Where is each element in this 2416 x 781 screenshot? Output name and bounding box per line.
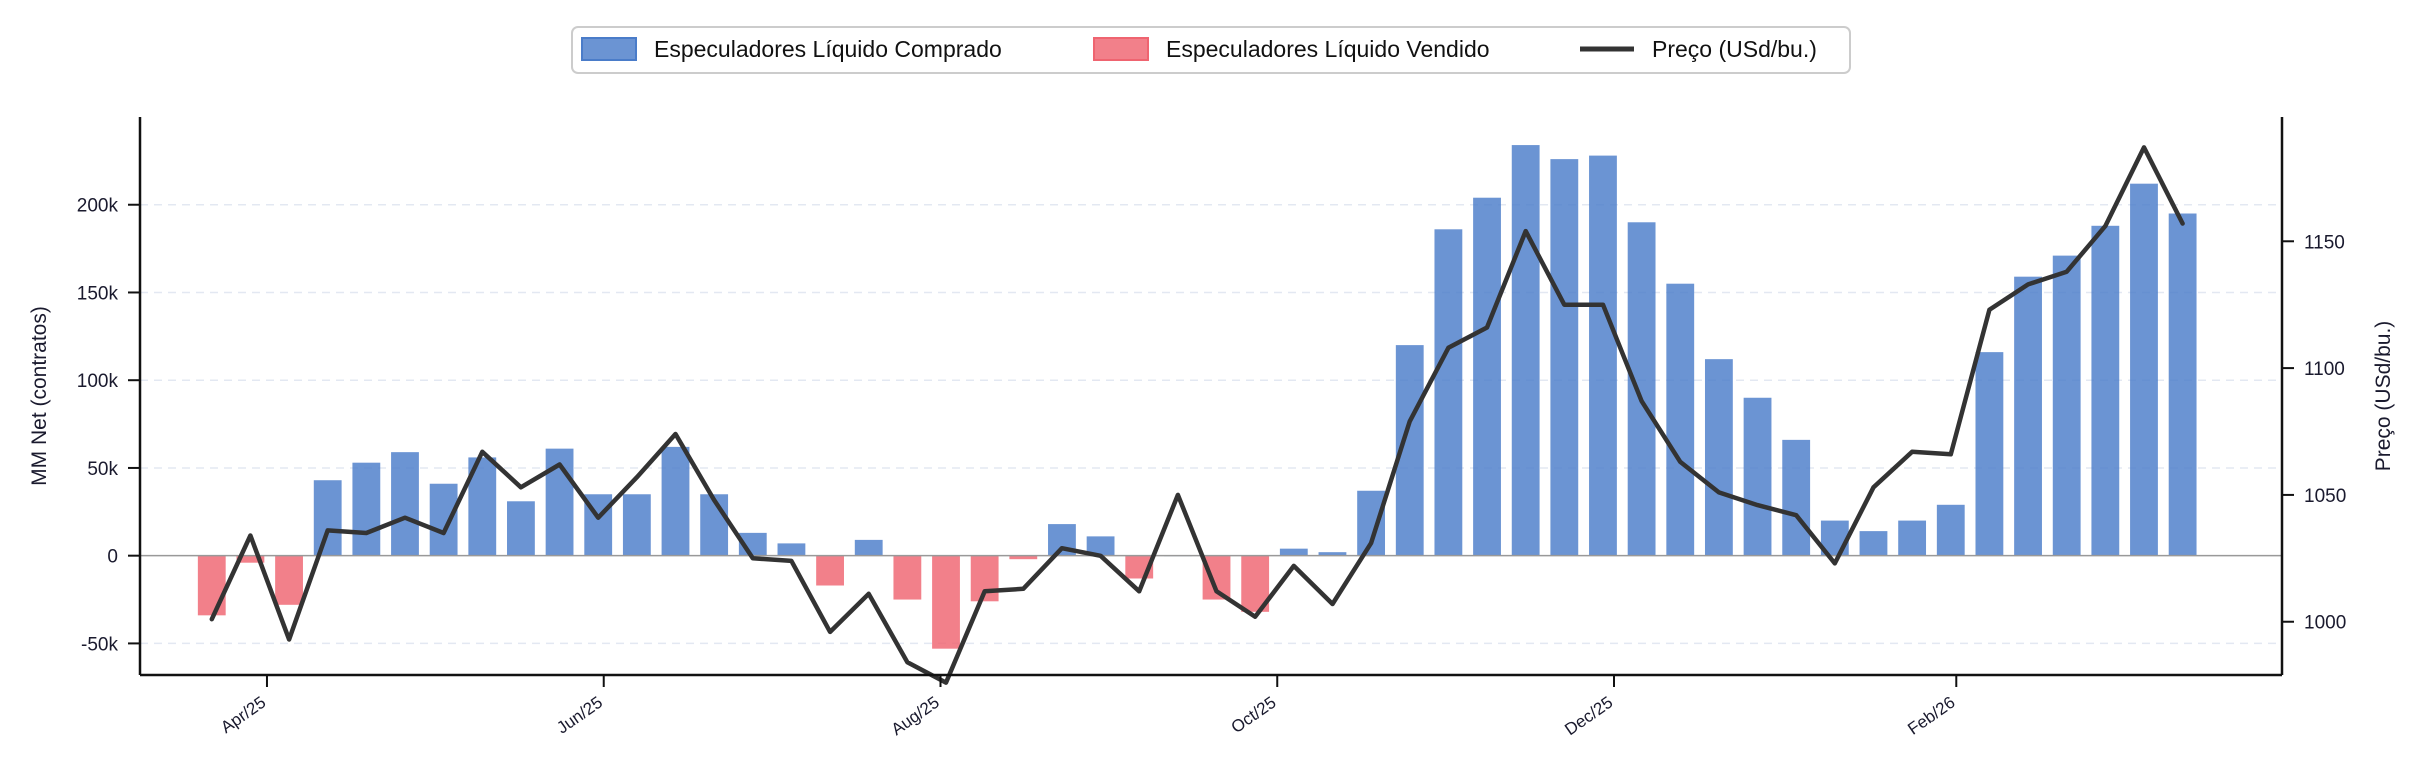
bar-long	[2091, 225, 2120, 556]
bar-long	[777, 543, 806, 556]
bar-long	[1975, 352, 2004, 556]
legend: Especuladores Líquido Comprado Especulado…	[571, 26, 1851, 74]
x-tick-label: Apr/25	[217, 693, 269, 737]
bar-long	[1743, 397, 1772, 556]
x-tick-label: Oct/25	[1228, 693, 1280, 737]
bar-series	[197, 145, 2197, 649]
bar-long	[1279, 548, 1308, 556]
bar-long	[1511, 145, 1540, 556]
bar-short	[893, 555, 922, 600]
y-left-tick-label: 150k	[77, 283, 119, 304]
bar-long	[1859, 531, 1888, 556]
x-tick-label: Aug/25	[888, 693, 943, 739]
bar-long	[2168, 213, 2197, 556]
y-right-tick-label: 1100	[2304, 359, 2345, 380]
bar-long	[391, 452, 419, 556]
x-tick-label: Feb/26	[1904, 693, 1958, 739]
bar-long	[1473, 197, 1501, 556]
price-line-series	[209, 145, 2185, 685]
y-left-tick-label: -50k	[81, 634, 118, 655]
bar-long	[1550, 159, 1579, 556]
bar-long	[1898, 520, 1927, 556]
y-left-tick-label: 200k	[77, 196, 119, 217]
y-left-tick-label: 50k	[87, 459, 118, 480]
bar-long	[700, 494, 729, 556]
bar-long	[2130, 183, 2158, 556]
bar-long	[1318, 552, 1347, 556]
legend-swatch-short	[1093, 37, 1149, 61]
x-tick-label: Dec/25	[1561, 693, 1616, 739]
y-left-tick-label: 100k	[77, 371, 119, 392]
bar-long	[661, 446, 690, 556]
axis-labels: MM Net (contratos) Preço (USd/bu.)	[28, 306, 2395, 486]
bar-long	[2052, 255, 2081, 556]
bar-short	[1009, 555, 1038, 560]
legend-label: Especuladores Líquido Vendido	[1166, 36, 1490, 62]
bar-long	[854, 539, 883, 556]
x-tick-label: Jun/25	[553, 693, 606, 738]
bar-long	[1086, 536, 1115, 556]
legend-label: Especuladores Líquido Comprado	[654, 36, 1002, 62]
bar-long	[2014, 276, 2042, 556]
bar-long	[1782, 439, 1811, 556]
bar-short	[275, 555, 303, 605]
bar-short	[197, 555, 226, 616]
bar-long	[1434, 229, 1463, 556]
bar-short	[816, 555, 844, 586]
legend-box	[571, 26, 1851, 74]
bar-long	[352, 462, 381, 556]
y-right-tick-label: 1000	[2304, 613, 2346, 634]
bar-long	[622, 494, 651, 556]
axes	[128, 117, 2294, 687]
price-line	[209, 145, 2185, 685]
bar-long	[1589, 155, 1617, 556]
bar-long	[429, 483, 458, 556]
y-left-axis-label: MM Net (contratos)	[28, 306, 51, 486]
bar-long	[1936, 504, 1965, 556]
bar-long	[1627, 222, 1656, 556]
bar-short	[932, 555, 960, 649]
y-right-axis-label: Preço (USd/bu.)	[2372, 321, 2395, 472]
legend-label: Preço (USd/bu.)	[1652, 36, 1817, 62]
y-right-tick-label: 1150	[2304, 232, 2345, 253]
bar-long	[507, 501, 535, 556]
legend-swatch-long	[581, 37, 637, 61]
bar-long	[313, 480, 342, 556]
y-left-tick-label: 0	[107, 547, 118, 568]
bar-long	[1666, 283, 1695, 556]
y-right-tick-label: 1050	[2304, 486, 2346, 507]
bar-short	[236, 555, 265, 563]
bar-long	[1704, 359, 1733, 556]
